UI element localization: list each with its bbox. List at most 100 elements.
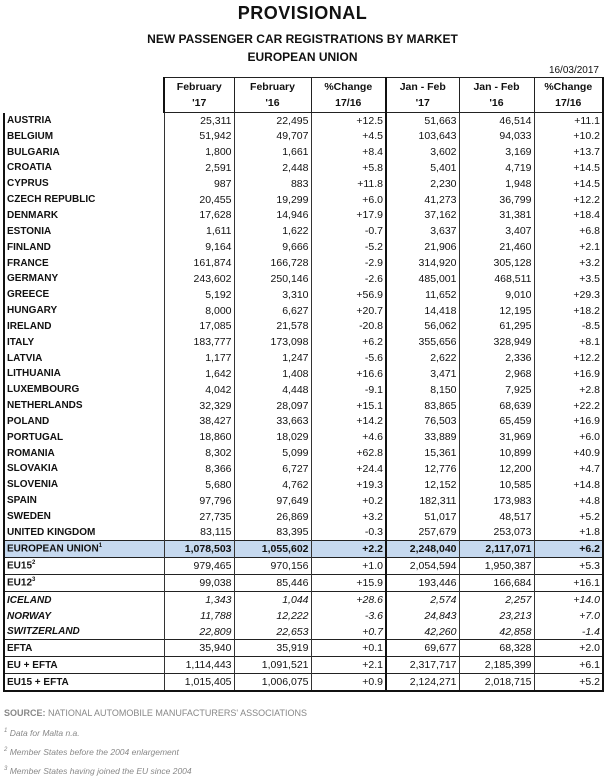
row-label: ESTONIA (3, 223, 165, 240)
table-cell: 2,117,071 (458, 539, 535, 558)
row-label: EU123 (3, 573, 165, 592)
table-cell: +40.9 (533, 445, 604, 462)
source-text: NATIONAL AUTOMOBILE MANUFACTURERS' ASSOC… (48, 708, 307, 718)
source-label: SOURCE: (4, 708, 46, 718)
table-cell: +2.8 (533, 381, 604, 398)
header-line: Jan - Feb (473, 81, 520, 93)
table-cell: 25,311 (163, 112, 235, 129)
table-cell: +16.9 (533, 413, 604, 430)
table-cell: 305,128 (458, 255, 535, 271)
table-row: DENMARK 17,628 14,946 +17.9 37,162 31,381 +18.… (3, 207, 604, 224)
table-cell: 1,343 (163, 590, 235, 609)
table-cell: 21,906 (385, 239, 460, 256)
table-cell: 2,230 (385, 175, 460, 192)
row-label: SWEDEN (3, 508, 165, 525)
table-row: LUXEMBOURG 4,042 4,448 -9.1 8,150 7,925 +2.8 (3, 381, 604, 398)
table-cell: 83,115 (163, 524, 235, 541)
table-cell: +13.7 (533, 144, 604, 161)
row-label: FINLAND (3, 239, 165, 256)
table-cell: 161,874 (163, 255, 235, 271)
table-cell: 9,010 (458, 286, 535, 303)
table-cell: 2,448 (233, 160, 312, 176)
table-cell: 19,299 (233, 191, 312, 208)
table-cell: 12,776 (385, 461, 460, 477)
row-label: PORTUGAL (3, 429, 165, 446)
table-cell: 3,471 (385, 366, 460, 382)
footnote-number: 1 (4, 728, 8, 735)
row-label-text: IRELAND (7, 320, 52, 332)
table-row: NORWAY 11,788 12,222 -3.6 24,843 23,213 +7.0 (3, 608, 604, 625)
table-cell: 83,865 (385, 397, 460, 414)
row-label-text: SLOVAKIA (7, 463, 58, 475)
row-label-text: ITALY (7, 336, 35, 348)
table-cell: 2,591 (163, 160, 235, 176)
table-row: BELGIUM 51,942 49,707 +4.5 103,643 94,033 +10.… (3, 128, 604, 145)
table-cell: 56,062 (385, 318, 460, 335)
table-cell: 5,680 (163, 476, 235, 493)
table-cell: 173,983 (458, 492, 535, 509)
table-cell: 485,001 (385, 270, 460, 287)
row-label-text: EU12 (7, 577, 33, 589)
footnote-ref: 1 (98, 543, 103, 550)
table-cell: +56.9 (310, 286, 387, 303)
table-cell: 1,611 (163, 223, 235, 240)
row-label: SWITZERLAND (3, 624, 165, 640)
table-cell: 2,336 (458, 350, 535, 366)
table-cell: +15.1 (310, 397, 387, 414)
table-cell: 5,099 (233, 445, 312, 462)
table-cell: +14.2 (310, 413, 387, 430)
table-cell: +6.1 (533, 656, 604, 674)
table-cell: +12.2 (533, 191, 604, 208)
table-cell: +19.3 (310, 476, 387, 493)
table-cell: 173,098 (233, 334, 312, 351)
table-cell: 3,407 (458, 223, 535, 240)
table-cell: 36,799 (458, 191, 535, 208)
table-row: POLAND 38,427 33,663 +14.2 76,503 65,459 +16.9 (3, 413, 604, 430)
table-cell: -3.6 (310, 608, 387, 625)
table-row: SPAIN 97,796 97,649 +0.2 182,311 173,983 +4.8 (3, 492, 604, 509)
table-cell: +5.3 (533, 556, 604, 575)
table-cell: 12,195 (458, 302, 535, 319)
table-cell: 12,222 (233, 608, 312, 625)
table-cell: 22,809 (163, 624, 235, 640)
row-label-text: CZECH REPUBLIC (7, 194, 96, 206)
table-cell: 42,858 (458, 624, 535, 640)
table-cell: 10,585 (458, 476, 535, 493)
column-header: Jan - Feb '17 (385, 77, 460, 113)
table-cell: 183,777 (163, 334, 235, 351)
table-row: SWEDEN 27,735 26,869 +3.2 51,017 48,517 +5.2 (3, 508, 604, 525)
table-cell: 41,273 (385, 191, 460, 208)
table-cell: 17,085 (163, 318, 235, 335)
table-row: PORTUGAL 18,860 18,029 +4.6 33,889 31,969 +6.0 (3, 429, 604, 446)
table-cell: 355,656 (385, 334, 460, 351)
table-cell: +1.8 (533, 524, 604, 541)
table-row: FINLAND 9,164 9,666 -5.2 21,906 21,460 +2.1 (3, 239, 604, 256)
table-cell: +16.1 (533, 573, 604, 592)
header-line: '16 (489, 97, 504, 109)
row-label-text: BULGARIA (7, 146, 60, 158)
table-row: LITHUANIA 1,642 1,408 +16.6 3,471 2,968 +16.9 (3, 366, 604, 382)
table-cell: 94,033 (458, 128, 535, 145)
table-row: SLOVAKIA 8,366 6,727 +24.4 12,776 12,200 +4.7 (3, 461, 604, 477)
row-label: BULGARIA (3, 144, 165, 161)
table-cell: +5.2 (533, 508, 604, 525)
table-cell: -2.9 (310, 255, 387, 271)
table-cell: 33,663 (233, 413, 312, 430)
table-cell: +3.2 (533, 255, 604, 271)
table-cell: 1,078,503 (163, 539, 235, 558)
table-cell: 85,446 (233, 573, 312, 592)
table-cell: 9,164 (163, 239, 235, 256)
table-cell: 7,925 (458, 381, 535, 398)
row-label-text: NORWAY (7, 610, 52, 622)
table-cell: 27,735 (163, 508, 235, 525)
table-cell: +28.6 (310, 590, 387, 609)
table-cell: 38,427 (163, 413, 235, 430)
table-cell: +0.7 (310, 624, 387, 640)
row-label-text: FINLAND (7, 241, 51, 253)
table-cell: +1.0 (310, 556, 387, 575)
table-cell: +5.2 (533, 673, 604, 692)
table-cell: 33,889 (385, 429, 460, 446)
row-label: ICELAND (3, 590, 165, 609)
row-label: NETHERLANDS (3, 397, 165, 414)
table-row: EU15 + EFTA 1,015,405 1,006,075 +0.9 2,124,2… (3, 673, 604, 692)
